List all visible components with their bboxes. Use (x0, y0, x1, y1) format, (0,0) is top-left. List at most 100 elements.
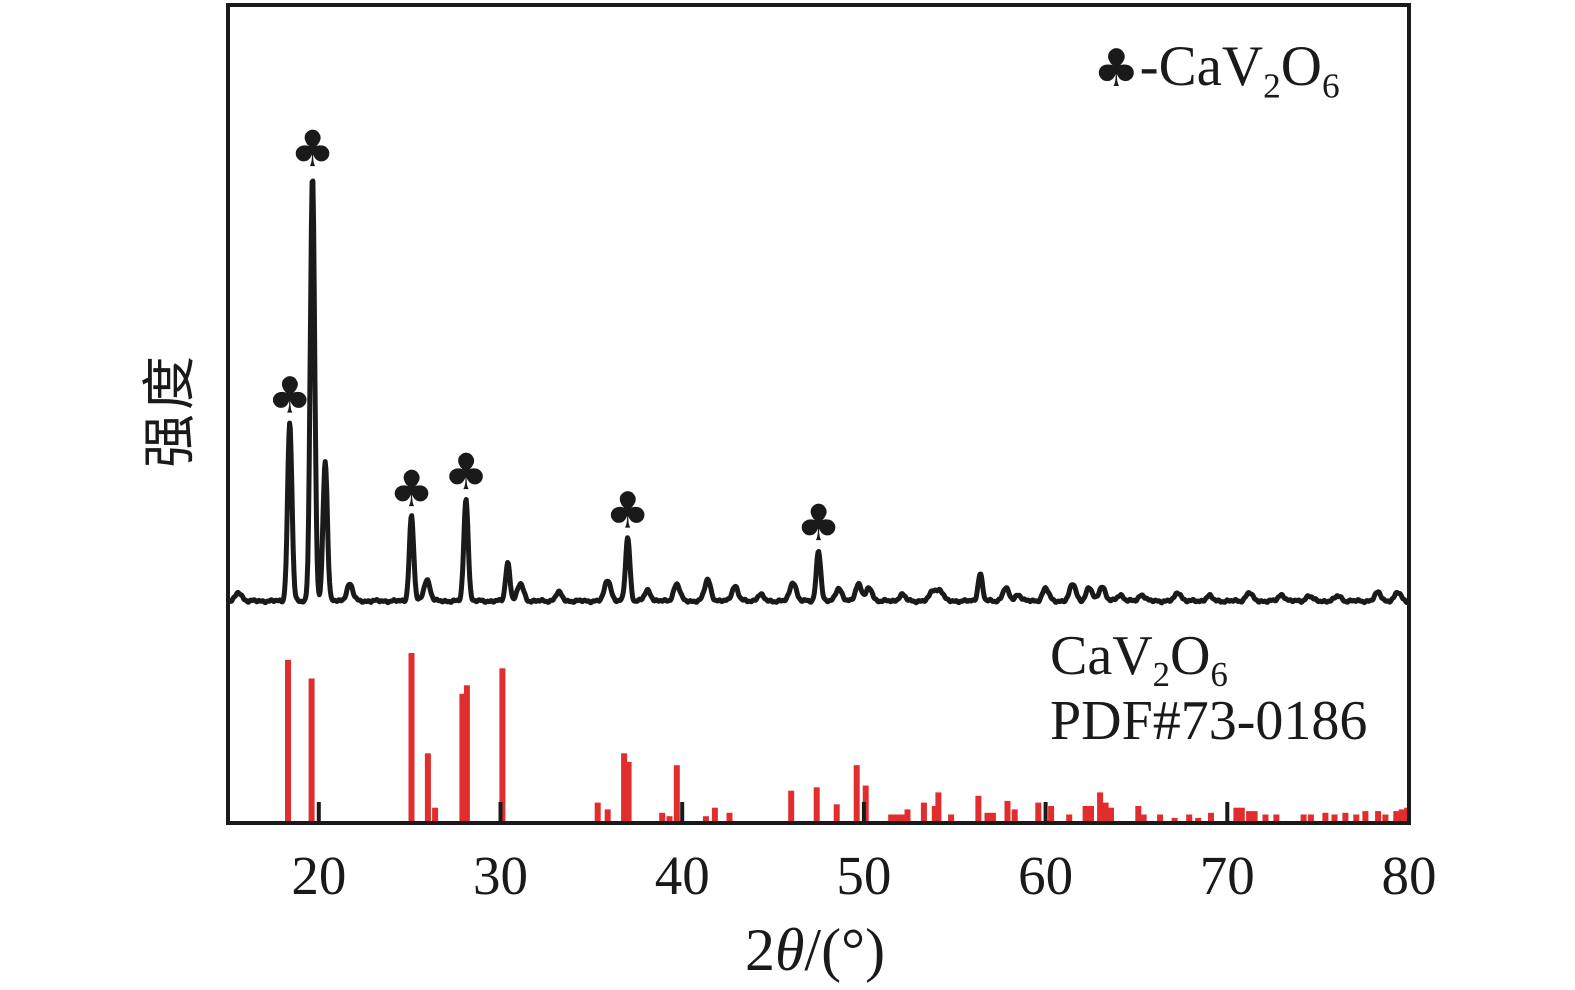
x-axis-title: 2θ/(°) (745, 916, 885, 985)
club-peak-marker-icon: ♣ (389, 460, 434, 518)
reference-bar (1273, 814, 1280, 823)
reference-bar (702, 816, 709, 823)
legend-formula-sub1: 2 (1263, 66, 1281, 106)
reference-formula-base1: CaV (1050, 625, 1153, 687)
reference-bar (1331, 814, 1338, 823)
legend-separator: - (1139, 35, 1159, 98)
reference-bar (1382, 814, 1389, 823)
reference-bar (893, 814, 900, 823)
reference-bar (1004, 800, 1011, 823)
reference-bar (1135, 806, 1142, 823)
reference-bar (1233, 807, 1240, 823)
reference-bar (308, 678, 315, 823)
reference-bar (408, 653, 415, 823)
reference-bar (833, 804, 840, 823)
reference-bar (1398, 809, 1405, 823)
reference-bar (1246, 811, 1253, 823)
reference-bar (1322, 812, 1329, 823)
reference-bar (1097, 792, 1104, 823)
reference-bar (459, 693, 466, 823)
reference-bar (1048, 806, 1055, 823)
reference-pdf-number: PDF#73-0186 (1050, 689, 1368, 752)
reference-bar (432, 807, 439, 823)
y-axis-title: 强度 (140, 352, 200, 468)
x-axis-title-prefix: 2 (744, 917, 775, 983)
reference-bar (899, 814, 906, 823)
x-tick-label: 20 (291, 845, 347, 906)
reference-bar (989, 812, 996, 823)
reference-bar (1082, 806, 1089, 823)
reference-bar (604, 809, 611, 823)
reference-bar (1171, 817, 1178, 823)
reference-bar (1342, 812, 1349, 823)
x-tick-label: 30 (473, 845, 529, 906)
xrd-sample-trace (226, 178, 1411, 606)
reference-bar (1011, 809, 1018, 823)
plot-frame (226, 3, 1411, 825)
x-axis-title-theta: θ (774, 917, 805, 983)
reference-formula: CaV2O6 (1050, 624, 1367, 692)
reference-bar (1195, 817, 1202, 823)
legend-formula-base1: CaV (1158, 35, 1264, 98)
x-tick-label: 60 (1018, 845, 1074, 906)
reference-bar (853, 765, 860, 823)
reference-bar (1186, 814, 1193, 823)
club-peak-marker-icon: ♣ (796, 494, 841, 552)
reference-bar (1088, 806, 1094, 823)
reference-bar (711, 807, 718, 823)
reference-bar (625, 761, 632, 823)
x-tick-label: 40 (654, 845, 710, 906)
club-peak-marker-icon: ♣ (267, 367, 312, 425)
reference-bar (931, 806, 938, 823)
reference-bar (975, 795, 982, 823)
reference-bar (1238, 807, 1245, 823)
club-peak-marker-icon: ♣ (605, 481, 650, 539)
reference-bar (920, 802, 927, 823)
reference-bar (935, 792, 942, 823)
reference-bar (666, 816, 673, 823)
club-peak-marker-icon: ♣ (290, 120, 335, 178)
reference-card-label: CaV2O6 PDF#73-0186 (1050, 624, 1367, 754)
reference-bar (499, 668, 506, 823)
reference-bar (984, 812, 991, 823)
reference-bar (1157, 814, 1164, 823)
x-axis-title-suffix: /(°) (804, 917, 886, 983)
reference-bar (1208, 812, 1214, 823)
reference-bar (788, 790, 795, 823)
reference-bar (948, 814, 955, 823)
reference-bar (1375, 811, 1382, 823)
legend-formula-base2: O (1280, 35, 1322, 98)
reference-bar (463, 685, 470, 823)
reference-bar (1262, 814, 1269, 823)
reference-bar (285, 659, 291, 823)
reference-bar (1251, 811, 1258, 823)
legend-formula-sub2: 6 (1321, 66, 1340, 106)
reference-bar (1102, 802, 1109, 823)
x-tick-label: 70 (1199, 845, 1255, 906)
reference-formula-sub2: 6 (1210, 655, 1228, 695)
x-tick-label: 50 (836, 845, 892, 906)
reference-bar (1307, 814, 1314, 823)
reference-bar (621, 753, 628, 823)
reference-bar (726, 812, 733, 823)
legend-cav2o6: ♣-CaV2O6 (1093, 34, 1340, 104)
reference-bar (594, 802, 601, 823)
club-peak-marker-icon: ♣ (444, 443, 489, 501)
reference-bar (1362, 811, 1369, 823)
reference-bar (1140, 814, 1147, 823)
reference-bar (673, 765, 680, 823)
reference-bar (904, 809, 911, 823)
reference-bar (1353, 814, 1360, 823)
reference-bar (424, 753, 431, 823)
reference-bar (659, 812, 666, 823)
reference-bar (888, 814, 895, 823)
x-tick-label: 80 (1381, 845, 1437, 906)
club-icon: ♣ (1093, 39, 1140, 99)
reference-formula-base2: O (1170, 625, 1211, 687)
reference-bar (1066, 814, 1073, 823)
reference-bar (1300, 814, 1307, 823)
reference-bar (1108, 807, 1114, 823)
reference-bar (813, 787, 820, 823)
